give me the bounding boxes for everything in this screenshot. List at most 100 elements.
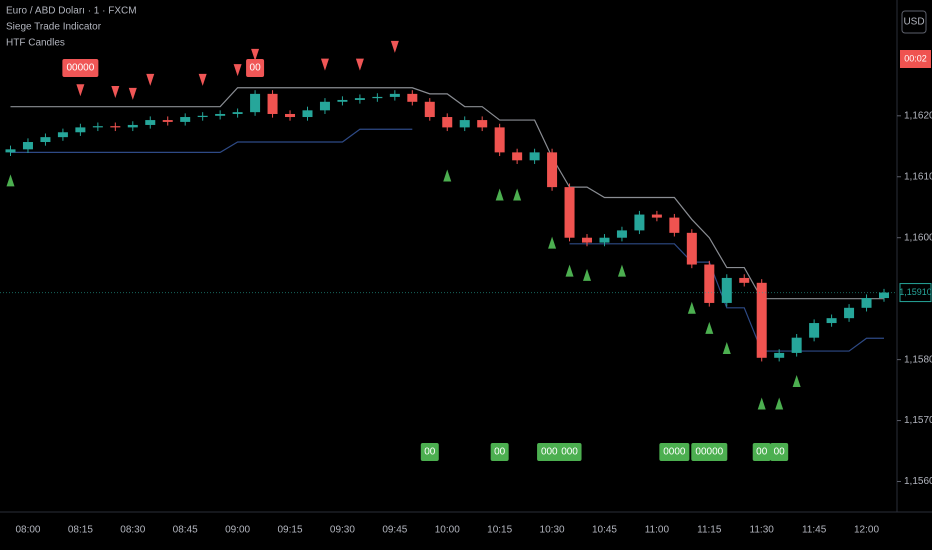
y-tick-label: 1,15700 bbox=[904, 415, 932, 426]
sell-signal bbox=[233, 64, 242, 77]
sell-signal bbox=[146, 73, 155, 86]
buy-signal bbox=[617, 264, 626, 277]
candle-body bbox=[512, 152, 523, 161]
buy_labels: 00 bbox=[774, 447, 786, 458]
buy_labels: 00 bbox=[494, 447, 506, 458]
candle-body bbox=[879, 292, 889, 299]
sell-signal bbox=[111, 86, 120, 99]
candle-body bbox=[5, 149, 16, 153]
candle-body bbox=[250, 93, 261, 113]
buy-signal bbox=[687, 301, 696, 314]
buy-signal bbox=[583, 268, 592, 281]
candle-body bbox=[826, 318, 837, 324]
candle-body bbox=[564, 187, 575, 238]
buy_labels-box bbox=[691, 443, 728, 461]
indicator-line bbox=[10, 128, 413, 153]
sell-signal bbox=[76, 84, 85, 97]
currency-button[interactable] bbox=[901, 10, 927, 34]
y-tick-label: 1,15800 bbox=[904, 354, 932, 365]
candle-body bbox=[354, 98, 365, 100]
currency-label[interactable]: USD bbox=[903, 17, 924, 28]
candle-body bbox=[861, 298, 872, 308]
candle-body bbox=[721, 277, 732, 303]
x-tick-label: 12:00 bbox=[854, 525, 879, 536]
candle-body bbox=[127, 124, 138, 128]
candle-body bbox=[774, 352, 785, 358]
sell-signal bbox=[128, 87, 137, 100]
candle-body bbox=[162, 120, 173, 122]
buy_labels: 0000 bbox=[541, 447, 564, 458]
buy-signal bbox=[722, 342, 731, 355]
candle-body bbox=[407, 93, 418, 102]
buy_labels-box bbox=[752, 443, 771, 461]
candle-body bbox=[22, 142, 33, 150]
sell_labels: 00000 bbox=[66, 63, 94, 74]
candle-body bbox=[756, 282, 767, 358]
buy_labels: 00 bbox=[756, 447, 768, 458]
x-tick-label: 10:15 bbox=[487, 525, 512, 536]
x-tick-label: 09:00 bbox=[225, 525, 250, 536]
countdown: 00:02 bbox=[904, 53, 927, 63]
sell_labels-box bbox=[62, 59, 99, 77]
buy_labels-box bbox=[490, 443, 509, 461]
sell-signal bbox=[320, 58, 329, 71]
buy_labels-box bbox=[659, 443, 690, 461]
candle-body bbox=[57, 132, 68, 138]
x-tick-label: 09:45 bbox=[382, 525, 407, 536]
buy_labels-box bbox=[557, 443, 582, 461]
candle-body bbox=[389, 93, 400, 97]
candle-body bbox=[547, 152, 558, 188]
buy-signal bbox=[757, 397, 766, 410]
candle-body bbox=[651, 214, 662, 218]
candle-body bbox=[337, 99, 348, 102]
candle-body bbox=[110, 126, 121, 128]
x-tick-label: 09:30 bbox=[330, 525, 355, 536]
sell-signal bbox=[390, 40, 399, 53]
indicator-name: HTF Candles bbox=[6, 38, 65, 49]
candle-body bbox=[529, 152, 540, 161]
candle-body bbox=[791, 337, 802, 353]
indicator-line bbox=[569, 243, 884, 352]
candle-body bbox=[180, 117, 191, 122]
price-box bbox=[899, 283, 932, 303]
x-tick-label: 08:00 bbox=[15, 525, 40, 536]
buy-signal bbox=[443, 169, 452, 182]
candle-body bbox=[704, 264, 715, 303]
x-tick-label: 08:45 bbox=[173, 525, 198, 536]
sell-signal bbox=[251, 48, 260, 61]
sell-signal bbox=[198, 73, 207, 86]
buy_labels-box bbox=[420, 443, 439, 461]
y-tick-label: 1,16000 bbox=[904, 232, 932, 243]
buy_labels: 0000 bbox=[663, 447, 686, 458]
buy-signal bbox=[565, 264, 574, 277]
buy-signal bbox=[6, 174, 15, 187]
sell_labels: 00 bbox=[250, 63, 262, 74]
indicator-name: Siege Trade Indicator bbox=[6, 22, 102, 33]
candle-body bbox=[494, 127, 505, 153]
candle-body bbox=[809, 323, 820, 338]
candle-body bbox=[459, 120, 470, 128]
indicator-line bbox=[10, 87, 884, 300]
candle-body bbox=[215, 113, 226, 116]
candle-body bbox=[424, 101, 435, 118]
x-tick-label: 11:00 bbox=[645, 525, 670, 536]
buy_labels: 00 bbox=[424, 447, 436, 458]
countdown-box bbox=[900, 50, 931, 68]
candle-body bbox=[40, 137, 51, 143]
candle-body bbox=[75, 127, 86, 133]
x-tick-label: 11:45 bbox=[802, 525, 827, 536]
candle-body bbox=[372, 96, 383, 99]
buy-signal bbox=[775, 397, 784, 410]
x-tick-label: 11:30 bbox=[750, 525, 775, 536]
candle-body bbox=[616, 230, 627, 238]
y-tick-label: 1,15600 bbox=[904, 476, 932, 487]
candle-body bbox=[285, 113, 296, 118]
buy-signal bbox=[513, 188, 522, 201]
x-tick-label: 08:15 bbox=[68, 525, 93, 536]
candle-body bbox=[92, 126, 103, 128]
x-tick-label: 10:00 bbox=[435, 525, 460, 536]
candle-body bbox=[302, 110, 313, 118]
